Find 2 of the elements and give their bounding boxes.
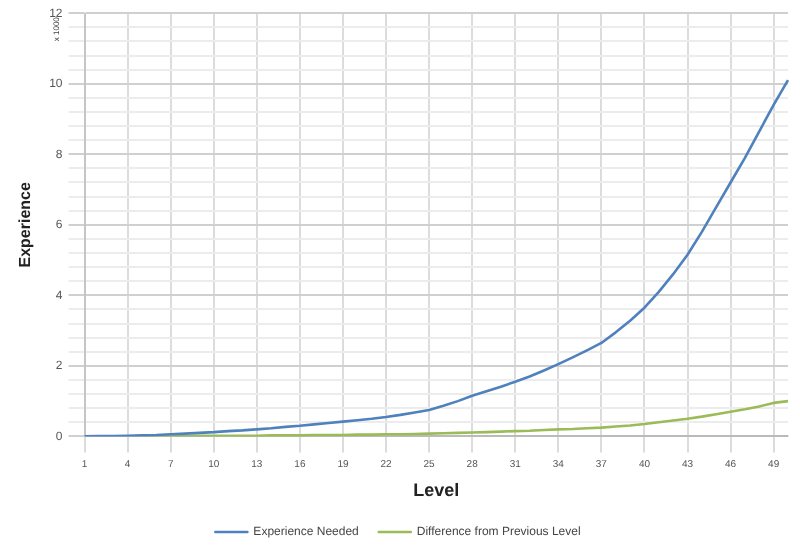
y-axis-title: Experience (16, 181, 35, 268)
x-axis-title: Level (413, 480, 460, 501)
